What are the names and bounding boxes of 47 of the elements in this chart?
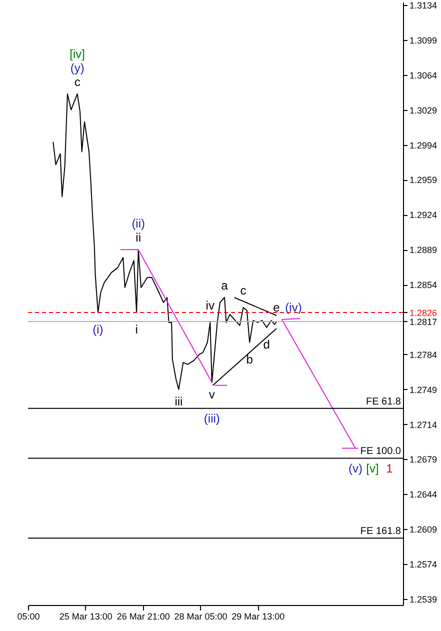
x-tick-label: 29 Mar 13:00 bbox=[232, 612, 285, 622]
y-tick-label: 1.2854 bbox=[410, 280, 438, 290]
annotation: [iv] bbox=[70, 46, 86, 61]
y-tick-label: 1.3134 bbox=[410, 0, 438, 10]
y-tick-label: 1.3099 bbox=[410, 35, 438, 46]
y-tick-label: 1.3064 bbox=[410, 70, 438, 80]
y-tick-label: 1.2539 bbox=[410, 594, 438, 605]
annotation: 1 bbox=[386, 461, 394, 476]
y-tick-label: 1.2994 bbox=[410, 140, 438, 150]
annotation: [v] bbox=[366, 461, 379, 476]
annotation: ii bbox=[136, 230, 142, 245]
x-tick-label: 28 Mar 05:00 bbox=[174, 612, 228, 622]
y-tick-label: 1.2574 bbox=[410, 560, 438, 570]
annotation: d bbox=[263, 337, 270, 352]
annotation: (v) bbox=[348, 461, 362, 476]
y-tick-label: 1.2609 bbox=[410, 524, 438, 535]
annotation: c bbox=[74, 74, 80, 89]
annotation: b bbox=[246, 352, 254, 366]
y-tick-label: 1.2784 bbox=[410, 350, 438, 360]
annotation: (iv) bbox=[285, 300, 302, 314]
ref-line-label: FE 61.8 bbox=[366, 396, 402, 408]
ref-line-label: FE 161.8 bbox=[360, 526, 402, 538]
ref-line-label: FE 100.0 bbox=[360, 446, 402, 458]
annotation: iv bbox=[206, 298, 214, 312]
y-tick-label: 1.2924 bbox=[410, 210, 438, 220]
x-tick-label: 25 Mar 13:00 bbox=[59, 612, 112, 622]
annotation: (ii) bbox=[132, 216, 146, 231]
annotation: c bbox=[240, 283, 246, 298]
annotation: (i) bbox=[92, 322, 104, 336]
x-tick-label: 05:00 bbox=[17, 612, 40, 622]
y-tick-label: 1.2889 bbox=[410, 245, 438, 256]
annotation: (y) bbox=[70, 60, 84, 75]
annotation: a bbox=[221, 278, 228, 293]
y-tick-label: 1.2959 bbox=[410, 175, 438, 186]
y-tick-label: 1.2679 bbox=[410, 454, 438, 465]
y-tick-label: 1.2817 bbox=[410, 316, 438, 327]
y-tick-label: 1.2749 bbox=[410, 384, 438, 395]
y-tick-label: 1.3029 bbox=[410, 105, 438, 116]
annotation: v bbox=[208, 387, 215, 402]
annotation: iii bbox=[174, 394, 183, 408]
annotation: i bbox=[135, 322, 138, 336]
y-tick-label: 1.2714 bbox=[410, 420, 438, 430]
y-tick-label: 1.2826 bbox=[410, 308, 438, 318]
y-tick-label: 1.2644 bbox=[410, 490, 438, 500]
annotation: (iii) bbox=[204, 411, 220, 426]
annotation: e bbox=[273, 300, 280, 314]
x-tick-label: 26 Mar 21:00 bbox=[116, 612, 170, 622]
